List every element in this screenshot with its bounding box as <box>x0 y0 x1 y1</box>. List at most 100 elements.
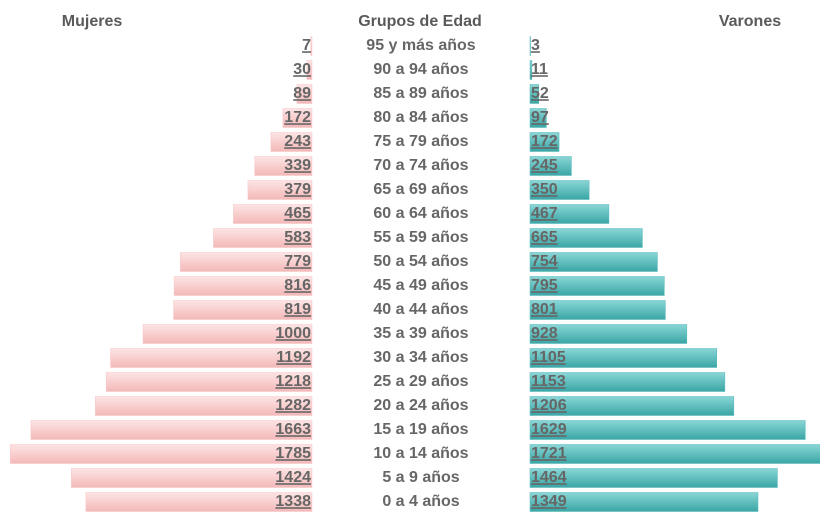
bar <box>529 252 658 272</box>
value-label: 30 <box>293 61 311 78</box>
value-label: 1424 <box>275 469 311 486</box>
category-label: 60 a 64 años <box>373 205 468 222</box>
category-label: 50 a 54 años <box>373 253 468 270</box>
category-label: 30 a 34 años <box>373 349 468 366</box>
value-label: 89 <box>293 85 311 102</box>
value-label: 1629 <box>531 421 567 438</box>
value-label: 801 <box>531 301 558 318</box>
value-label: 243 <box>284 133 311 150</box>
category-label: 90 a 94 años <box>373 61 468 78</box>
bar <box>213 228 313 248</box>
value-label: 245 <box>531 157 558 174</box>
category-label: 15 a 19 años <box>373 421 468 438</box>
bar <box>529 228 643 248</box>
bar <box>306 60 313 80</box>
value-label: 1218 <box>275 373 311 390</box>
category-header: Grupos de Edad <box>358 13 482 30</box>
bar <box>180 252 313 272</box>
category-label: 45 a 49 años <box>373 277 468 294</box>
value-label: 1464 <box>531 469 567 486</box>
value-label: 1785 <box>275 445 311 462</box>
value-label: 467 <box>531 205 558 222</box>
value-label: 819 <box>284 301 311 318</box>
bar <box>10 444 313 464</box>
bar <box>142 324 313 344</box>
bar <box>529 396 735 416</box>
value-label: 350 <box>531 181 558 198</box>
value-label: 379 <box>284 181 311 198</box>
bar <box>173 300 313 320</box>
category-label: 10 a 14 años <box>373 445 468 462</box>
bar <box>529 84 540 104</box>
bar <box>529 60 533 80</box>
category-label: 65 a 69 años <box>373 181 468 198</box>
value-label: 52 <box>531 85 549 102</box>
bar <box>310 36 313 56</box>
bar <box>282 108 313 128</box>
bar <box>254 156 313 176</box>
category-label: 20 a 24 años <box>373 397 468 414</box>
category-label: 25 a 29 años <box>373 373 468 390</box>
bar <box>85 492 313 512</box>
bar <box>529 492 759 512</box>
value-label: 665 <box>531 229 558 246</box>
value-label: 172 <box>284 109 311 126</box>
legend-label: Mujeres <box>62 13 123 30</box>
bar <box>529 132 560 152</box>
bar <box>105 372 313 392</box>
value-label: 339 <box>284 157 311 174</box>
value-label: 1721 <box>531 445 567 462</box>
value-label: 1153 <box>531 373 566 390</box>
category-label: 55 a 59 años <box>373 229 468 246</box>
value-label: 465 <box>284 205 311 222</box>
value-label: 11 <box>531 61 548 78</box>
category-label: 40 a 44 años <box>373 301 468 318</box>
category-label: 5 a 9 años <box>382 469 459 486</box>
value-label: 1192 <box>276 349 311 366</box>
value-label: 779 <box>284 253 311 270</box>
value-label: 1206 <box>531 397 567 414</box>
value-label: 1282 <box>275 397 311 414</box>
value-label: 1663 <box>275 421 311 438</box>
bar <box>529 300 666 320</box>
bar <box>270 132 313 152</box>
value-label: 3 <box>531 37 540 54</box>
bar <box>233 204 313 224</box>
value-label: 7 <box>302 37 311 54</box>
value-label: 928 <box>531 325 558 342</box>
category-label: 75 a 79 años <box>373 133 468 150</box>
category-label: 70 a 74 años <box>373 157 468 174</box>
value-label: 816 <box>284 277 311 294</box>
bar <box>529 204 610 224</box>
value-label: 754 <box>531 253 558 270</box>
category-label: 85 a 89 años <box>373 85 468 102</box>
value-label: 1105 <box>531 349 566 366</box>
category-label: 0 a 4 años <box>382 493 459 510</box>
bar <box>30 420 313 440</box>
bar <box>529 348 717 368</box>
value-label: 172 <box>531 133 558 150</box>
category-label: 35 a 39 años <box>373 325 468 342</box>
bar <box>529 420 806 440</box>
bar <box>247 180 313 200</box>
bar <box>95 396 313 416</box>
value-label: 1000 <box>275 325 311 342</box>
bar <box>529 444 820 464</box>
legend-label: Varones <box>719 13 781 30</box>
bar <box>529 36 531 56</box>
category-label: 95 y más años <box>366 37 476 54</box>
value-label: 1349 <box>531 493 567 510</box>
bar <box>529 276 665 296</box>
bar <box>529 108 547 128</box>
bar <box>529 156 572 176</box>
category-label: 80 a 84 años <box>373 109 468 126</box>
value-label: 97 <box>531 109 549 126</box>
bar <box>529 324 688 344</box>
bar <box>529 372 726 392</box>
bar <box>296 84 313 104</box>
bar <box>71 468 313 488</box>
bar <box>110 348 313 368</box>
bar <box>173 276 313 296</box>
value-label: 583 <box>284 229 311 246</box>
